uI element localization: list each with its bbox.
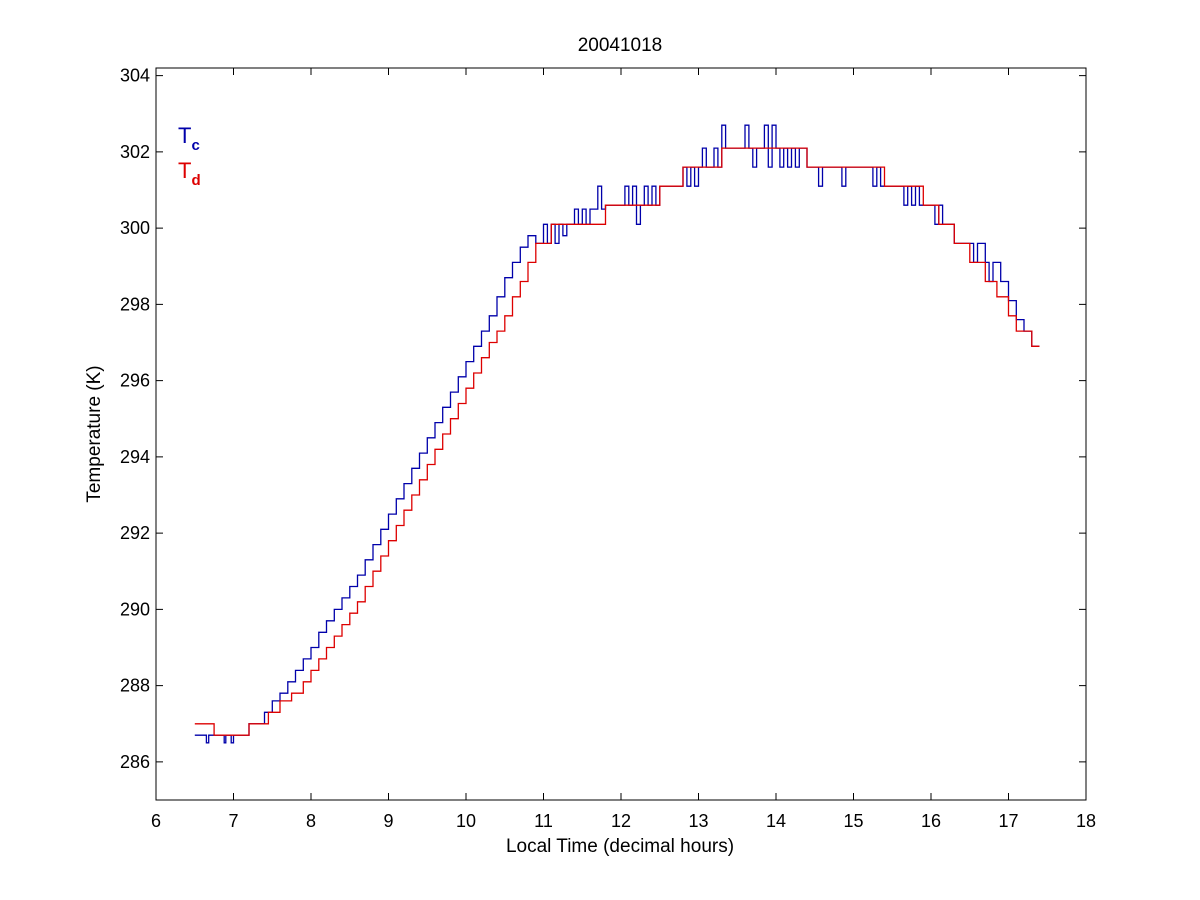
y-axis-ticks: 286 288 290 292 294 296 298 300 302 304 (120, 66, 1086, 772)
x-tick-label: 10 (456, 811, 476, 831)
x-axis-label: Local Time (decimal hours) (506, 836, 734, 857)
legend-entry-td: Td (178, 158, 201, 189)
x-tick-label: 12 (611, 811, 631, 831)
x-axis-ticks: 6 7 8 9 10 11 12 13 14 15 16 17 18 (151, 68, 1096, 831)
series-layer (194, 124, 1040, 744)
legend-entry-subscript: c (191, 137, 199, 154)
x-tick-label: 16 (921, 811, 941, 831)
x-tick-label: 14 (766, 811, 786, 831)
y-tick-label: 290 (120, 599, 150, 619)
chart-title: 20041018 (578, 35, 663, 56)
y-tick-label: 298 (120, 294, 150, 314)
y-tick-label: 288 (120, 676, 150, 696)
legend-entry-main: T (178, 158, 191, 183)
y-axis-label: Temperature (K) (84, 365, 105, 502)
x-tick-label: 18 (1076, 811, 1096, 831)
x-tick-label: 7 (228, 811, 238, 831)
x-tick-label: 17 (998, 811, 1018, 831)
x-tick-label: 13 (688, 811, 708, 831)
x-tick-label: 8 (306, 811, 316, 831)
x-tick-label: 11 (534, 811, 553, 831)
y-tick-label: 302 (120, 142, 150, 162)
y-tick-label: 292 (120, 523, 150, 543)
y-tick-label: 294 (120, 447, 150, 467)
y-tick-label: 286 (120, 752, 150, 772)
y-tick-label: 304 (120, 66, 150, 86)
x-tick-label: 15 (843, 811, 863, 831)
legend-entry-main: T (178, 123, 191, 148)
x-tick-label: 6 (151, 811, 161, 831)
y-tick-label: 296 (120, 371, 150, 391)
series-line-td (194, 147, 1040, 736)
y-tick-label: 300 (120, 218, 150, 238)
legend-entry-tc: Tc (178, 123, 200, 154)
x-tick-label: 9 (383, 811, 393, 831)
legend-entry-subscript: d (191, 172, 200, 189)
